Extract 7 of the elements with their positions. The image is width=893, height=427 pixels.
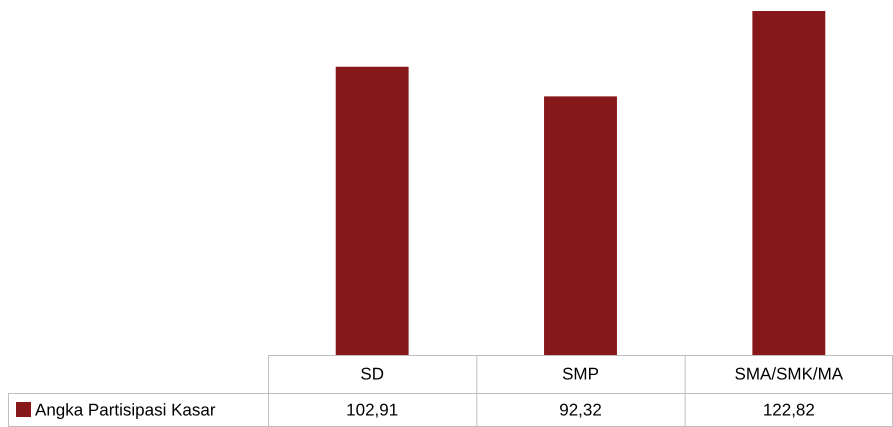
x-tick-label: SMP (562, 364, 599, 384)
x-tick-label: SMA/SMK/MA (734, 364, 844, 384)
data-label: 102,91 (346, 400, 398, 420)
data-label: 92,32 (559, 400, 602, 420)
data-label: 122,82 (762, 400, 815, 420)
legend-label: Angka Partisipasi Kasar (35, 400, 216, 420)
x-tick-label: SD (360, 364, 384, 384)
